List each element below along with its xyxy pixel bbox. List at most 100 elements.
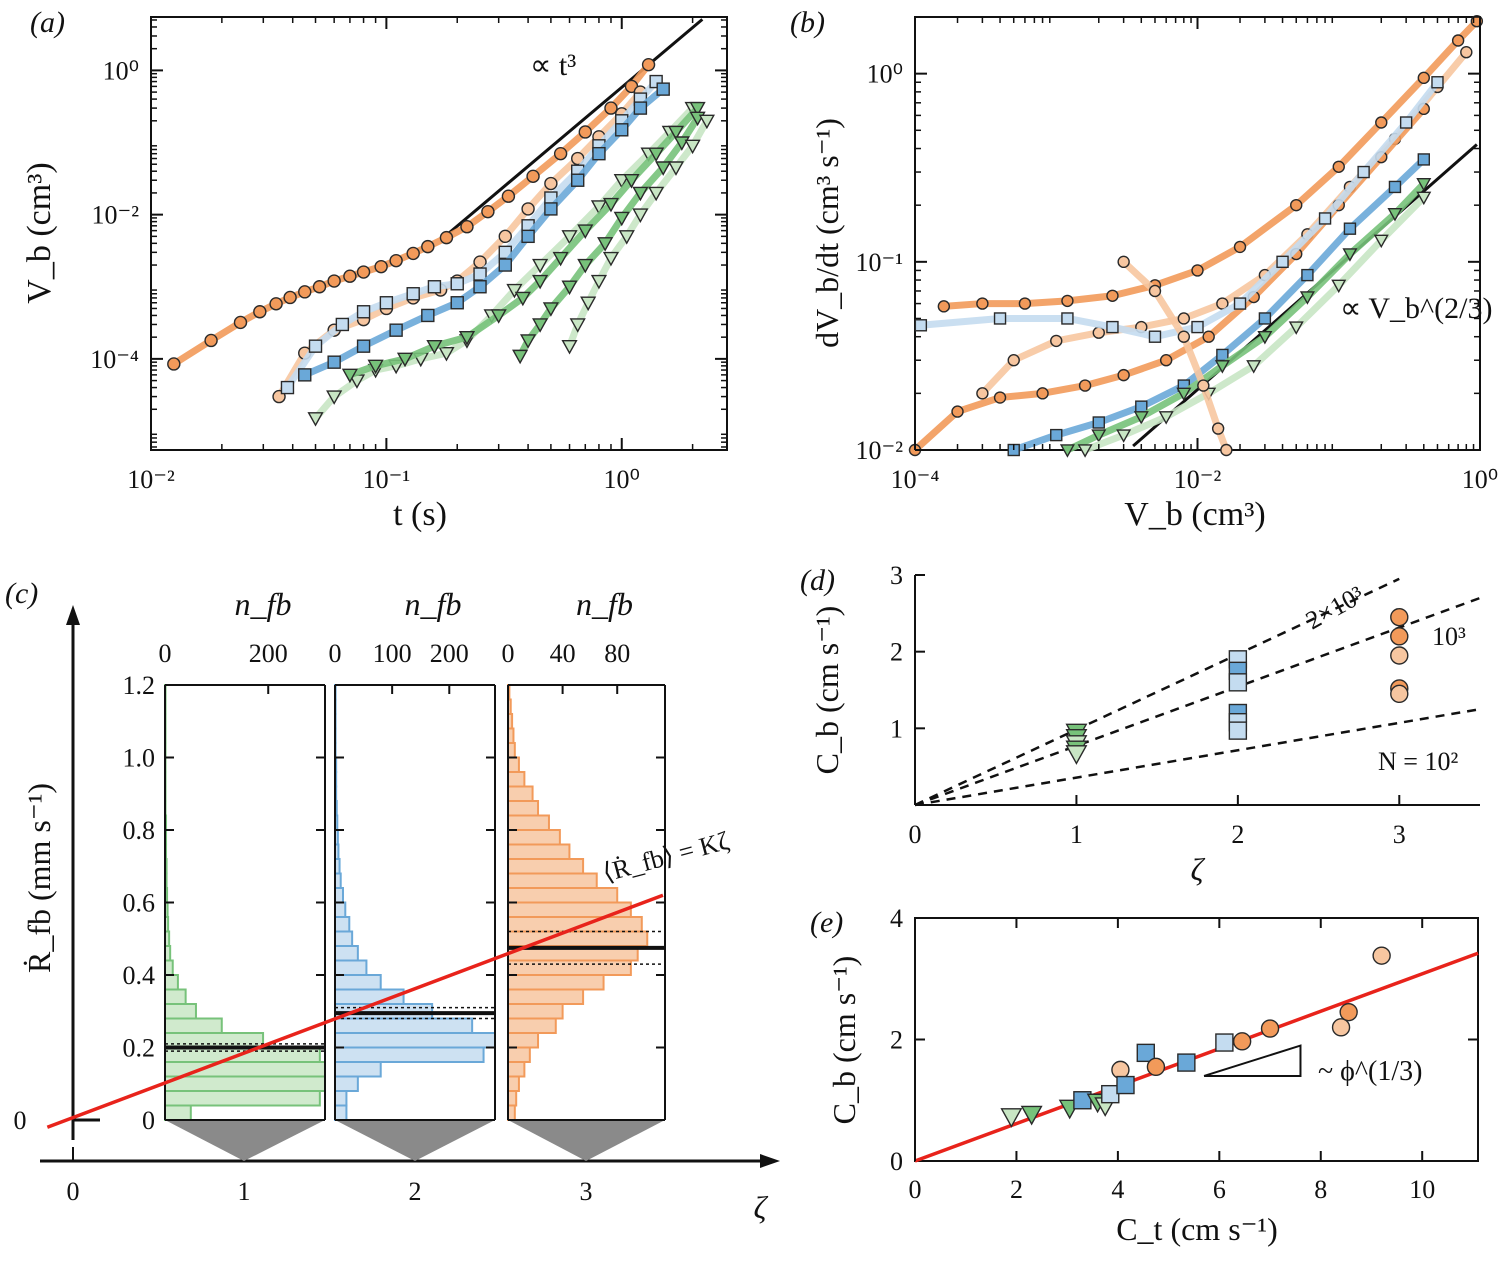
dashed-line-label: 10³	[1432, 622, 1466, 651]
series-3-point	[1233, 297, 1247, 310]
series-2-point	[473, 267, 487, 281]
series-0-point	[1106, 289, 1119, 302]
panel-e-frame	[914, 917, 1479, 1162]
y-tick-label: 10⁻¹	[855, 248, 903, 277]
panel-e-fit-line	[914, 951, 1479, 1163]
y-tick-label: 2	[890, 1026, 903, 1055]
series-0-point	[1332, 160, 1345, 173]
series-0-point	[312, 280, 327, 294]
x-tick-label: 6	[1213, 1175, 1226, 1204]
series-3-path	[917, 78, 1441, 341]
reference-line	[445, 18, 704, 237]
panel-c-label: (c)	[5, 577, 38, 610]
series-6-point	[532, 318, 549, 333]
series-5-point	[1059, 444, 1075, 458]
x-tick-label: 10⁻⁴	[891, 465, 940, 494]
series-6-point	[542, 302, 559, 317]
data-point	[1111, 1060, 1130, 1080]
series-5-point	[367, 359, 384, 375]
histogram-bar	[164, 1003, 197, 1020]
series-0-point	[233, 315, 248, 330]
series-2-point	[356, 305, 371, 319]
series-0-point	[204, 333, 218, 348]
series-5-point	[1133, 411, 1149, 425]
series-5-point	[490, 309, 507, 324]
y-tick-label: 3	[890, 561, 903, 590]
histogram-bar	[507, 1003, 564, 1020]
series-2-point	[335, 317, 350, 332]
histogram-bar	[507, 1046, 531, 1063]
histogram-bar	[164, 1104, 192, 1121]
series-3-point	[1148, 330, 1162, 343]
x-tick-label: 0	[909, 1175, 922, 1204]
series-1-point	[1216, 297, 1229, 310]
histogram-bar	[507, 930, 649, 947]
panel-c-histograms: 0 200 n_fb 0 100 200 n_fb 0 40 80 n_fb 0 0.2 0.4 0.6 0.…	[123, 586, 666, 1161]
series-2-point	[450, 277, 464, 291]
fit-line	[914, 951, 1479, 1163]
outer-x-tick-label: 0	[67, 1177, 80, 1206]
series-7-point	[1197, 379, 1210, 392]
series-6-point	[561, 280, 578, 296]
series-7-point	[1177, 330, 1191, 343]
histogram-bar	[507, 1032, 540, 1049]
series-3-point	[473, 280, 487, 294]
panel-d: (d) 2×10³ 10³ N = 10² 0 1 2 3 1 2 3 ζ C_b (cm s⁻…	[800, 561, 1481, 887]
series-6-point	[519, 334, 537, 349]
series-3-point	[1357, 165, 1370, 179]
series-3-point	[993, 312, 1007, 325]
series-0-point	[374, 259, 388, 274]
series-0-point	[976, 297, 989, 310]
series-4-point	[532, 258, 549, 274]
histogram-bar	[507, 974, 605, 991]
series-6-point	[1158, 411, 1174, 425]
series-4-point	[1135, 400, 1148, 413]
series-0-point	[298, 285, 312, 299]
dashed-line-label: 2×10³	[1301, 580, 1369, 635]
series-6-point	[655, 161, 672, 176]
series-5-point	[1091, 429, 1107, 443]
histogram-bar	[164, 1075, 326, 1092]
series-4-point	[1216, 348, 1229, 362]
series-2-point	[427, 280, 442, 294]
series-2-point	[308, 339, 323, 353]
series-5-point	[1257, 330, 1273, 345]
histogram-bar	[164, 1032, 265, 1049]
histogram-bar	[507, 742, 516, 759]
series-5-point	[1176, 387, 1192, 402]
data-point	[1372, 946, 1391, 965]
series-4-point	[1258, 312, 1272, 325]
x-tick-label: 10⁻²	[127, 465, 175, 494]
series-2-point	[1202, 330, 1215, 343]
histogram-zeta-2: 0 100 200 n_fb	[329, 586, 496, 1161]
x-tick-label: 0	[909, 820, 922, 849]
series-0-point	[343, 269, 357, 283]
series-7-point	[698, 114, 715, 130]
series-6-point	[613, 211, 630, 227]
series-0-point	[553, 146, 568, 161]
data-point	[1177, 1053, 1196, 1072]
series-0-point	[389, 253, 403, 268]
series-4-point	[1343, 222, 1357, 235]
series-0-point	[421, 239, 435, 254]
panel-c-x-axis-label: ζ	[754, 1189, 769, 1225]
series-2-point	[379, 296, 394, 310]
x-tick-label: 10⁻²	[1174, 465, 1222, 494]
histogram-bar	[507, 887, 619, 904]
series-2-path	[283, 78, 660, 392]
series-3-point	[356, 339, 371, 353]
panel-a-series	[167, 57, 715, 427]
panel-b-x-axis-label: V_b (cm³)	[1124, 496, 1265, 533]
panel-a-reference-line	[445, 18, 704, 237]
series-1-point	[976, 387, 989, 400]
panel-d-points	[1065, 607, 1409, 765]
panel-d-label: (d)	[800, 564, 835, 597]
histogram-zeta-3: 0 40 80 n_fb	[502, 586, 666, 1161]
series-3-point	[1061, 312, 1074, 325]
series-6-point	[597, 237, 614, 252]
series-5-point	[341, 368, 359, 384]
histogram-bar	[507, 858, 585, 875]
panel-a-x-axis-label: t (s)	[393, 496, 447, 533]
y-tick-label: 1.2	[123, 671, 156, 700]
